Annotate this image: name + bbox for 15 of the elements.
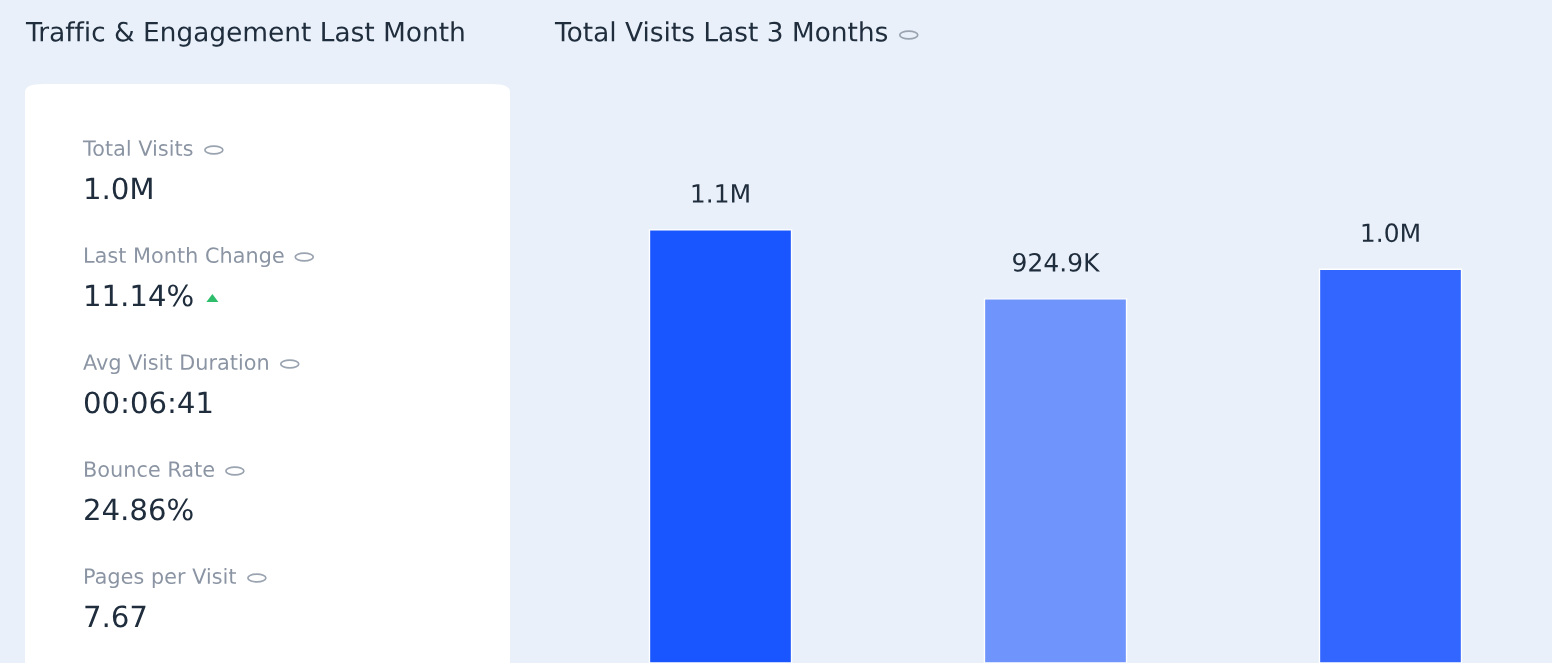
text: Bounce Rate: [85, 461, 214, 478]
data-label: 1.0M: [1362, 223, 1419, 243]
text: 7.67: [85, 605, 146, 628]
data-label: 924.9K: [1013, 252, 1101, 272]
text: 1.0M: [86, 177, 152, 200]
chart-title: Total Visits Last 3 Months: [554, 21, 888, 42]
text: 24.86%: [85, 498, 193, 521]
text: 11.14%: [86, 284, 193, 307]
text: Last Month Change: [85, 246, 284, 268]
text: Pages per Visit: [85, 567, 237, 589]
text: Total Visits: [82, 139, 193, 157]
text: 00:06:41: [84, 391, 212, 414]
data-label: 1.1M: [692, 184, 749, 203]
text: Avg Visit Duration: [83, 353, 268, 375]
text: Traffic & Engagement Last Month: [25, 21, 464, 47]
